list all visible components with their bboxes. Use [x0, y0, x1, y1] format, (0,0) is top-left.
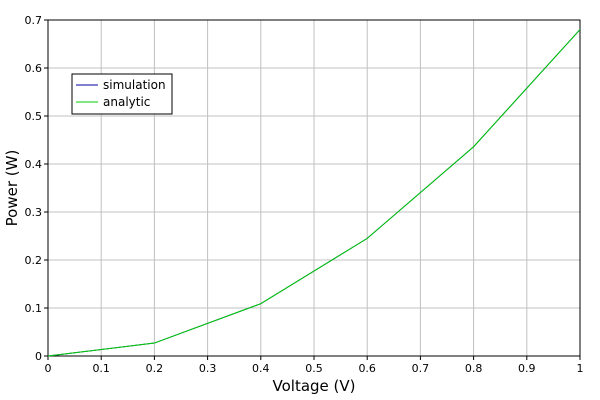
y-tick-label: 0.5 — [25, 110, 43, 123]
x-tick-label: 0.2 — [146, 362, 164, 375]
y-tick-label: 0 — [35, 350, 42, 363]
series-lines — [47, 29, 581, 357]
grid — [47, 19, 581, 357]
y-axis-title: Power (W) — [3, 150, 21, 227]
y-tick-label: 0.4 — [25, 158, 43, 171]
x-tick-label: 0.8 — [465, 362, 483, 375]
x-tick-label: 0.1 — [92, 362, 110, 375]
x-axis-ticks: 0 0.1 0.2 0.3 0.4 0.5 0.6 0.7 0.8 0.9 1 — [45, 356, 584, 375]
x-tick-label: 0.7 — [412, 362, 430, 375]
x-axis-title: Voltage (V) — [273, 377, 356, 395]
x-tick-label: 0.3 — [199, 362, 217, 375]
x-tick-label: 0 — [45, 362, 52, 375]
y-axis-ticks: 0 0.1 0.2 0.3 0.4 0.5 0.6 0.7 — [25, 14, 48, 363]
legend-box — [71, 73, 173, 115]
x-tick-label: 0.9 — [518, 362, 536, 375]
legend: simulation analytic — [71, 73, 173, 115]
legend-label-analytic: analytic — [103, 95, 150, 109]
x-tick-label: 0.5 — [305, 362, 323, 375]
series-line-analytic — [47, 29, 581, 357]
y-tick-label: 0.2 — [25, 254, 43, 267]
x-tick-label: 0.4 — [252, 362, 270, 375]
y-tick-label: 0.6 — [25, 62, 43, 75]
y-tick-label: 0.7 — [25, 14, 43, 27]
x-tick-label: 1 — [577, 362, 584, 375]
y-tick-label: 0.1 — [25, 302, 43, 315]
x-tick-label: 0.6 — [358, 362, 376, 375]
legend-label-simulation: simulation — [103, 78, 166, 92]
y-tick-label: 0.3 — [25, 206, 43, 219]
